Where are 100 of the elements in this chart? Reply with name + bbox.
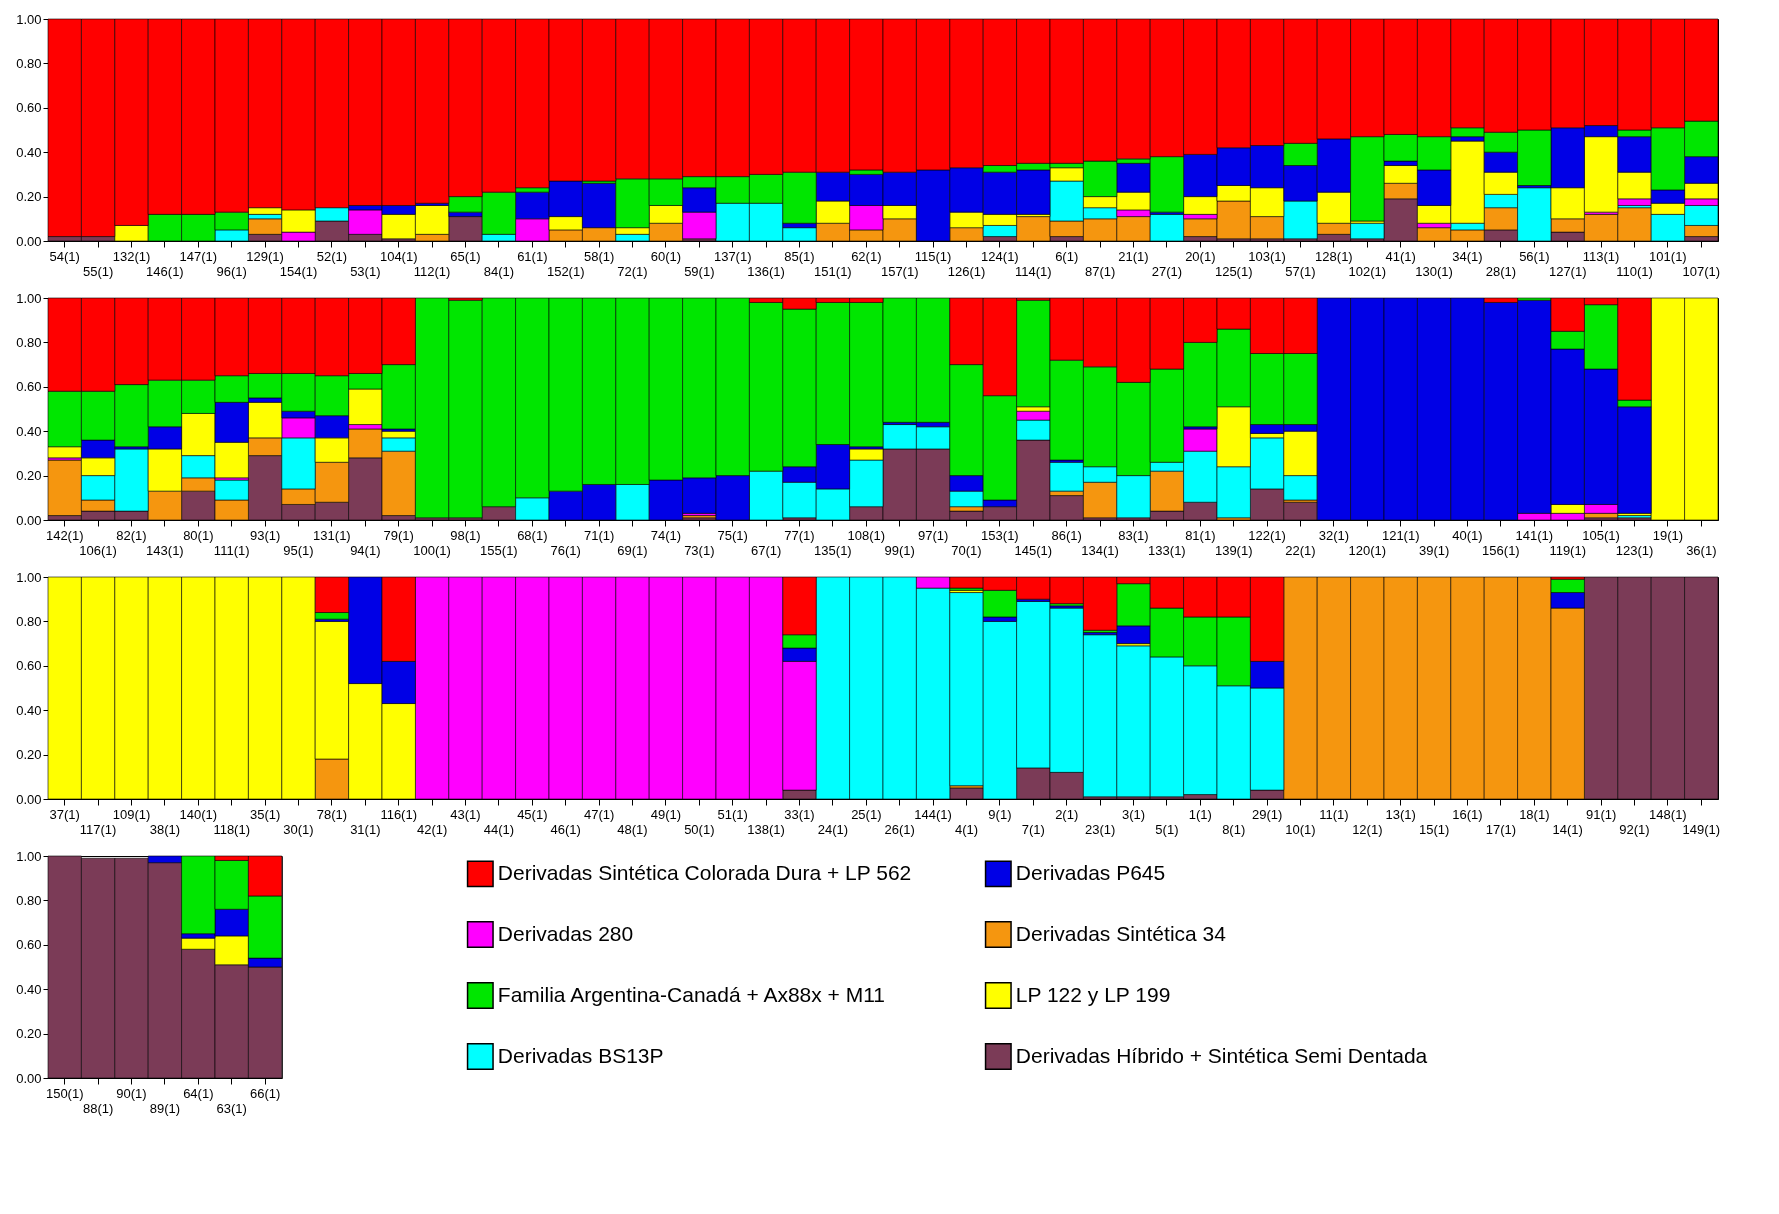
x-tick-label: 124(1) xyxy=(981,248,1019,264)
y-tick-label: 0.00 xyxy=(16,233,42,249)
x-tick-label: 12(1) xyxy=(1352,821,1383,837)
x-tick-label: 145(1) xyxy=(1014,542,1053,558)
x-tick-label: 127(1) xyxy=(1548,263,1587,279)
x-tick-label: 111(1) xyxy=(213,542,250,558)
x-tick-label: 105(1) xyxy=(1582,527,1620,543)
x-tick-label: 128(1) xyxy=(1315,248,1353,264)
x-tick-label: 17(1) xyxy=(1485,821,1517,837)
x-tick-label: 56(1) xyxy=(1519,248,1550,264)
x-tick-label: 96(1) xyxy=(216,263,247,279)
x-tick-label: 149(1) xyxy=(1682,821,1721,837)
x-tick-label: 75(1) xyxy=(717,527,748,543)
x-tick-label: 21(1) xyxy=(1118,248,1149,264)
x-tick-label: 113(1) xyxy=(1582,248,1620,264)
x-tick-label: 43(1) xyxy=(450,806,481,822)
legend-label: Derivadas 280 xyxy=(497,921,634,945)
y-tick-label: 0.40 xyxy=(16,144,42,160)
y-tick-label: 0.60 xyxy=(16,658,42,674)
x-tick-label: 83(1) xyxy=(1118,527,1149,543)
x-tick-label: 20(1) xyxy=(1185,248,1216,264)
x-tick-label: 69(1) xyxy=(617,542,648,558)
x-tick-label: 108(1) xyxy=(847,527,886,543)
x-tick-label: 88(1) xyxy=(82,1100,114,1116)
x-tick-label: 79(1) xyxy=(383,527,414,543)
x-tick-label: 2(1) xyxy=(1055,806,1079,822)
x-tick-label: 67(1) xyxy=(750,542,782,558)
x-tick-label: 148(1) xyxy=(1649,806,1687,822)
x-tick-label: 138(1) xyxy=(747,821,785,837)
x-tick-label: 115(1) xyxy=(914,248,952,264)
y-tick-label: 0.00 xyxy=(16,1070,42,1086)
x-tick-label: 89(1) xyxy=(149,1100,181,1116)
y-tick-label: 1.00 xyxy=(16,11,42,27)
x-tick-label: 119(1) xyxy=(1549,542,1587,558)
x-tick-label: 107(1) xyxy=(1682,263,1721,279)
x-tick-label: 129(1) xyxy=(246,248,284,264)
x-tick-label: 38(1) xyxy=(149,821,181,837)
x-tick-label: 26(1) xyxy=(884,821,915,837)
x-tick-label: 52(1) xyxy=(316,248,348,264)
x-tick-label: 68(1) xyxy=(517,527,548,543)
x-tick-label: 100(1) xyxy=(413,542,451,558)
x-tick-label: 140(1) xyxy=(179,806,218,822)
x-tick-label: 102(1) xyxy=(1348,263,1387,279)
x-tick-label: 42(1) xyxy=(416,821,448,837)
x-tick-label: 57(1) xyxy=(1285,263,1316,279)
x-tick-label: 156(1) xyxy=(1482,542,1520,558)
x-tick-label: 34(1) xyxy=(1452,248,1483,264)
legend-label: Derivadas Sintética 34 xyxy=(1015,921,1227,945)
x-tick-label: 61(1) xyxy=(517,248,548,264)
x-tick-label: 152(1) xyxy=(546,263,585,279)
x-tick-label: 1(1) xyxy=(1188,806,1212,822)
x-tick-label: 32(1) xyxy=(1318,527,1350,543)
legend-label: LP 122 y LP 199 xyxy=(1015,982,1171,1006)
x-tick-label: 84(1) xyxy=(483,263,515,279)
y-tick-label: 0.80 xyxy=(16,892,42,908)
x-tick-label: 7(1) xyxy=(1021,821,1045,837)
x-tick-label: 13(1) xyxy=(1385,806,1416,822)
x-tick-label: 55(1) xyxy=(82,263,114,279)
x-tick-label: 155(1) xyxy=(480,542,518,558)
x-tick-label: 74(1) xyxy=(650,527,682,543)
x-tick-label: 39(1) xyxy=(1418,542,1450,558)
x-tick-label: 109(1) xyxy=(112,806,151,822)
y-tick-label: 0.80 xyxy=(16,613,42,629)
x-tick-label: 19(1) xyxy=(1652,527,1684,543)
x-tick-label: 99(1) xyxy=(884,542,915,558)
x-tick-label: 81(1) xyxy=(1185,527,1216,543)
x-tick-label: 35(1) xyxy=(249,806,281,822)
legend-label: Familia Argentina-Canadá + Ax88x + M11 xyxy=(497,982,885,1006)
legend-label: Derivadas Híbrido + Sintética Semi Dentada xyxy=(1015,1043,1428,1067)
x-tick-label: 142(1) xyxy=(45,527,84,543)
x-tick-label: 114(1) xyxy=(1014,263,1052,279)
x-tick-label: 110(1) xyxy=(1616,263,1653,279)
y-tick-label: 0.20 xyxy=(16,189,42,205)
x-tick-label: 85(1) xyxy=(784,248,815,264)
x-tick-label: 31(1) xyxy=(350,821,381,837)
y-tick-label: 1.00 xyxy=(16,848,42,864)
x-tick-label: 18(1) xyxy=(1519,806,1550,822)
x-tick-label: 126(1) xyxy=(947,263,986,279)
x-tick-label: 71(1) xyxy=(583,527,615,543)
x-tick-label: 45(1) xyxy=(517,806,548,822)
x-tick-label: 50(1) xyxy=(684,821,715,837)
y-tick-label: 0.00 xyxy=(16,512,42,528)
x-tick-label: 78(1) xyxy=(316,806,348,822)
x-tick-label: 132(1) xyxy=(112,248,151,264)
x-tick-label: 112(1) xyxy=(413,263,451,279)
y-tick-label: 0.20 xyxy=(16,747,42,763)
x-tick-label: 104(1) xyxy=(379,248,418,264)
x-tick-label: 141(1) xyxy=(1515,527,1554,543)
x-tick-label: 122(1) xyxy=(1248,527,1286,543)
x-tick-label: 37(1) xyxy=(49,806,80,822)
x-tick-label: 130(1) xyxy=(1415,263,1453,279)
x-tick-label: 90(1) xyxy=(116,1085,147,1101)
x-tick-label: 146(1) xyxy=(146,263,184,279)
x-tick-label: 48(1) xyxy=(617,821,648,837)
x-tick-label: 46(1) xyxy=(550,821,581,837)
x-tick-label: 151(1) xyxy=(814,263,852,279)
x-tick-label: 23(1) xyxy=(1084,821,1116,837)
x-tick-label: 29(1) xyxy=(1251,806,1283,822)
x-tick-label: 51(1) xyxy=(717,806,748,822)
x-tick-label: 44(1) xyxy=(483,821,515,837)
